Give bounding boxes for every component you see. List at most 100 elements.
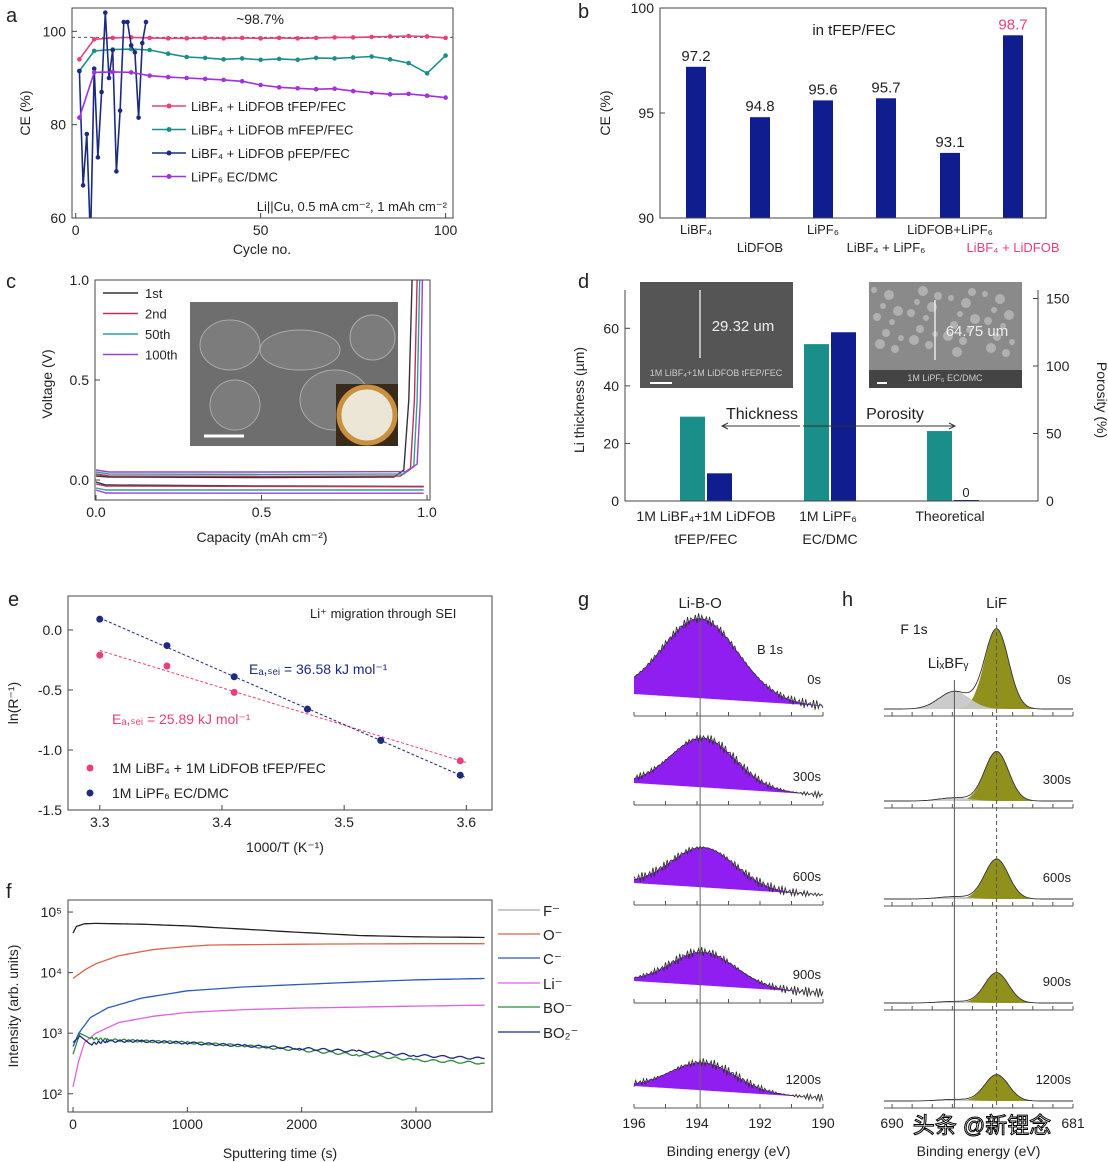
- inset-caption: 1M LiBF₄+1M LiDFOB tFEP/FEC: [650, 368, 783, 378]
- spectrum-1200s: 1200s: [633, 1057, 824, 1109]
- x-tick-label: 100: [434, 222, 458, 238]
- data-point: [96, 651, 104, 659]
- arrow-left: [720, 422, 800, 430]
- texture: [914, 299, 920, 305]
- data-point: [136, 115, 141, 120]
- peak-fill: [884, 751, 1073, 801]
- texture: [898, 335, 904, 341]
- spectrum-900s: 900s: [884, 972, 1074, 1011]
- data-point: [91, 70, 97, 75]
- data-point: [239, 56, 245, 61]
- texture: [948, 295, 954, 301]
- series-line: [72, 1004, 485, 1088]
- panel-c: c 1st 2nd 50th 100th 0.0 0.5 1.0 0.0 0.5 1.0 Capaci…: [6, 271, 437, 545]
- bar: [686, 66, 706, 218]
- y-tick-label: 10⁵: [41, 904, 62, 920]
- data-point: [147, 73, 152, 78]
- y-tick-label: 0: [611, 493, 619, 509]
- x-tick-label: 3.5: [334, 814, 354, 830]
- panel-letter: b: [578, 1, 589, 23]
- x-axis-label: Binding energy (eV): [667, 1143, 791, 1159]
- bar-value-label: 94.8: [745, 98, 774, 115]
- data-point: [165, 74, 171, 80]
- data-point: [147, 47, 152, 53]
- panel-letter: h: [842, 589, 853, 611]
- legend-label: C⁻: [543, 951, 562, 968]
- texture: [952, 347, 962, 357]
- data-point: [99, 89, 104, 95]
- arrow-right: [803, 422, 957, 430]
- data-point: [202, 76, 208, 82]
- time-label: 900s: [793, 967, 822, 982]
- data-point: [110, 35, 115, 41]
- data-point: [221, 57, 226, 62]
- region-label: B 1s: [757, 642, 784, 657]
- measured-spectrum: [633, 946, 824, 998]
- texture: [880, 303, 886, 309]
- data-point: [456, 771, 464, 779]
- plot-frame: [71, 7, 454, 219]
- measured-spectrum: [884, 628, 1073, 710]
- data-point: [424, 93, 430, 99]
- texture: [966, 327, 972, 333]
- y-tick-label: 10²: [42, 1086, 63, 1102]
- data-point: [313, 55, 319, 61]
- category-label: EC/DMC: [802, 531, 857, 547]
- texture: [916, 325, 924, 333]
- x-tick-label: 0: [72, 222, 80, 238]
- legend-marker: [86, 764, 94, 772]
- data-point: [139, 40, 145, 46]
- data-point: [84, 131, 90, 137]
- time-label: 1200s: [786, 1072, 822, 1087]
- texture: [889, 319, 895, 325]
- data-point: [295, 36, 300, 41]
- data-point: [102, 10, 108, 15]
- texture: [993, 333, 1001, 341]
- data-point: [350, 55, 356, 60]
- charge-curve: [95, 279, 421, 476]
- inset-measurement: 64.75 um: [946, 323, 1009, 340]
- bar-value-label: 95.7: [871, 79, 900, 96]
- panel-b: b 97.2 LiBF₄ 94.8 LiDFOB 95.6 LiPF₆ 95.7 LiBF₄ +…: [578, 0, 1060, 255]
- data-point: [202, 35, 208, 41]
- y-tick-label: -1.0: [38, 742, 62, 758]
- bar: [940, 152, 960, 218]
- x-tick-label: 1000: [172, 1116, 203, 1132]
- data-point: [95, 155, 101, 160]
- data-point: [221, 36, 226, 41]
- y-tick-label: -0.5: [38, 682, 62, 698]
- data-point: [165, 36, 171, 41]
- y-tick-label: 20: [603, 435, 619, 451]
- data-point: [106, 75, 112, 81]
- data-point: [443, 95, 448, 100]
- legend-label: LiBF₄ + LiDFOB pFEP/FEC: [191, 146, 350, 161]
- legend-marker: [86, 789, 94, 797]
- texture: [957, 311, 963, 317]
- peak-label: Li-B-O: [678, 595, 721, 612]
- data-point: [276, 85, 282, 90]
- time-label: 0s: [1057, 672, 1071, 687]
- time-label: 0s: [807, 672, 821, 687]
- y-tick-label: 80: [50, 117, 66, 133]
- legend-label: LiBF₄ + LiDFOB tFEP/FEC: [191, 99, 346, 114]
- chart-title: Li⁺ migration through SEI: [310, 606, 456, 621]
- legend-label: BO₂⁻: [543, 1025, 578, 1042]
- data-point: [77, 115, 82, 120]
- peak-fill: [634, 951, 823, 993]
- spectrum-600s: 600s: [633, 845, 824, 906]
- bar: [1003, 35, 1023, 218]
- y-axis-label: Li thickness (µm): [571, 347, 587, 453]
- sem-image: [640, 282, 793, 388]
- y-tick-label: 40: [603, 378, 619, 394]
- spectrum-600s: 600s: [884, 858, 1074, 907]
- data-point: [369, 90, 374, 96]
- data-point: [406, 33, 411, 39]
- texture: [923, 315, 929, 321]
- y-tick-label: 100: [631, 0, 655, 16]
- grain: [209, 379, 261, 431]
- data-point: [143, 19, 149, 25]
- panel-letter: c: [6, 271, 16, 293]
- annotation: ~98.7%: [236, 11, 284, 27]
- x-tick-label: 50: [253, 222, 269, 238]
- data-point: [184, 36, 189, 41]
